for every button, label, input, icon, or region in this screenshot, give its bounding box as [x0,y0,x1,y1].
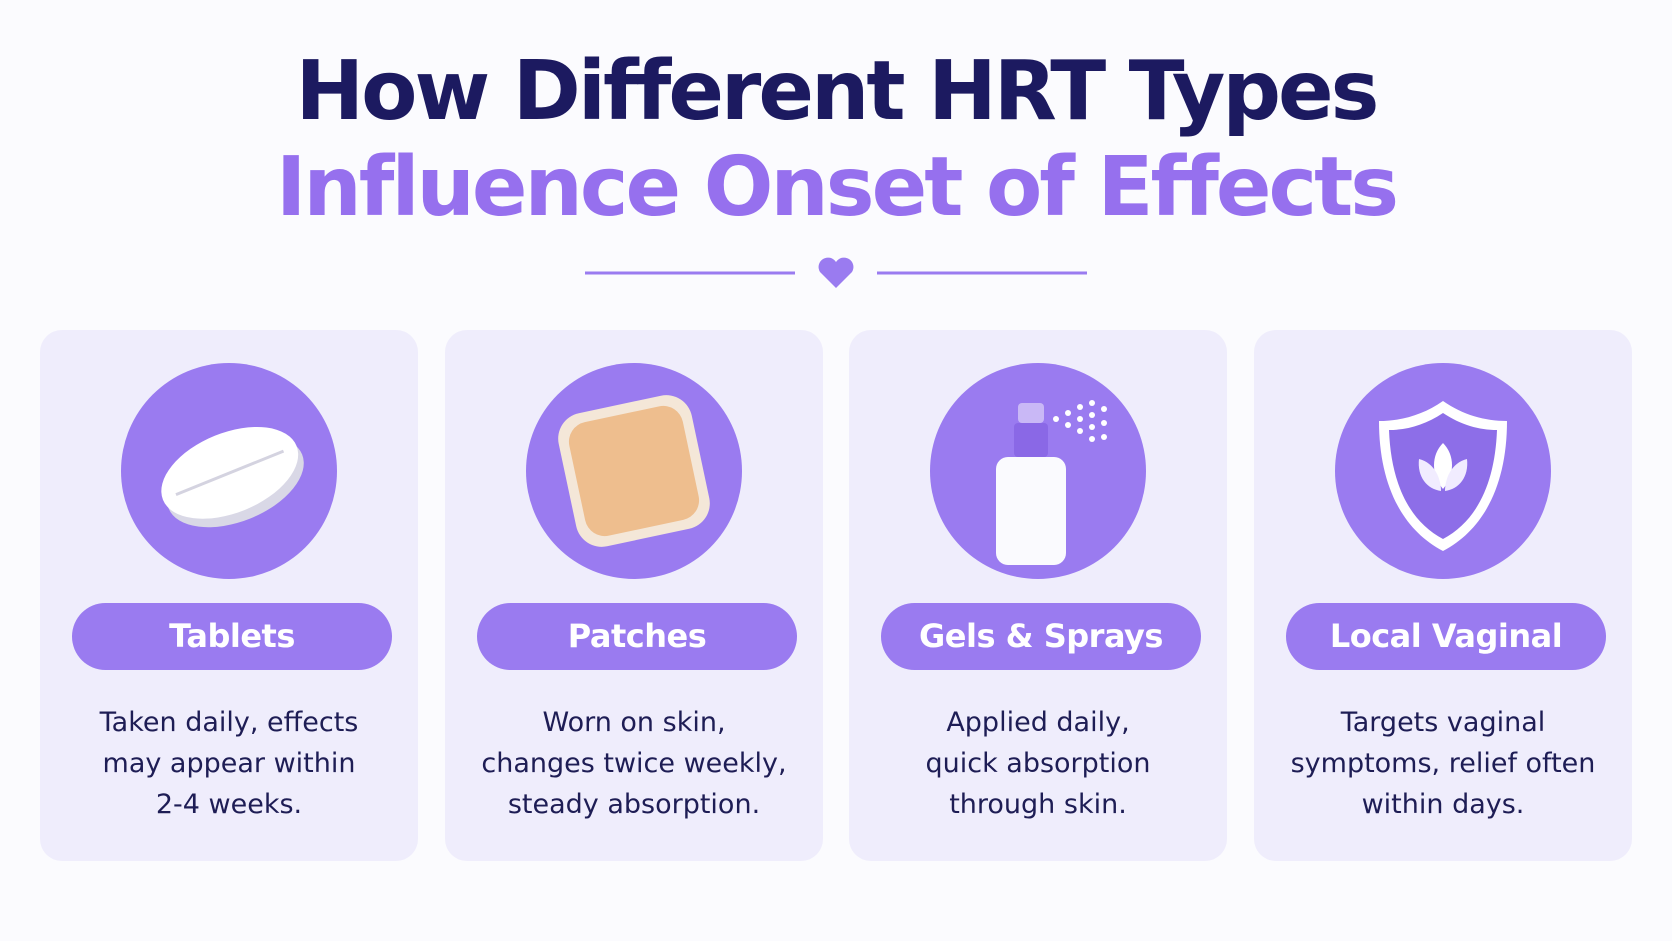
card: Local Vaginal Targets vaginal symptoms, … [1254,330,1632,861]
description-line: quick absorption [925,748,1151,779]
card: Patches Worn on skin, changes twice week… [445,330,823,861]
card-description: Applied daily, quick absorption through … [859,702,1217,825]
card: Tablets Taken daily, effects may appear … [40,330,418,861]
card-label: Tablets [72,603,392,670]
description-line: symptoms, relief often [1290,748,1596,779]
description-line: Worn on skin, [542,707,726,738]
card-description: Targets vaginal symptoms, relief often w… [1264,702,1622,825]
shield-icon [1335,363,1551,579]
card-label: Patches [477,603,797,670]
description-line: may appear within [102,748,356,779]
spray-icon [930,363,1146,579]
card-label: Gels & Sprays [881,603,1201,670]
card-description: Taken daily, effects may appear within 2… [50,702,408,825]
subtitle: Influence Onset of Effects [275,140,1399,235]
description-line: changes twice weekly, [481,748,787,779]
description-line: Targets vaginal [1340,707,1546,738]
title: How Different HRT Types [295,44,1380,139]
description-line: 2-4 weeks. [155,789,303,820]
card-label: Local Vaginal [1286,603,1606,670]
description-line: within days. [1361,789,1525,820]
patch-icon [526,363,742,579]
tablet-icon [121,363,337,579]
description-line: steady absorption. [507,789,761,820]
description-line: Applied daily, [946,707,1130,738]
card: Gels & Sprays Applied daily, quick absor… [849,330,1227,861]
divider [585,257,1087,288]
description-line: Taken daily, effects [99,707,359,738]
card-description: Worn on skin, changes twice weekly, stea… [455,702,813,825]
description-line: through skin. [949,789,1127,820]
